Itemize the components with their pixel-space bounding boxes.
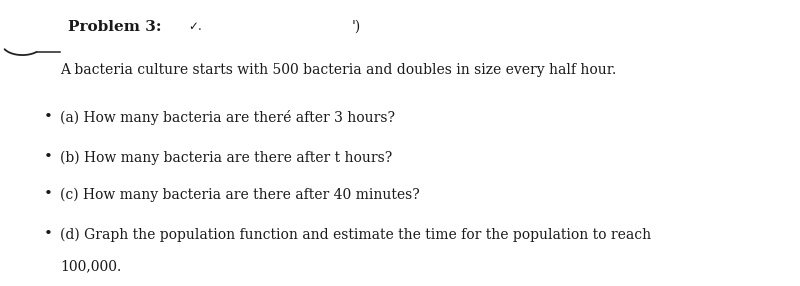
Text: •: • [44, 227, 53, 241]
Text: 100,000.: 100,000. [60, 259, 122, 273]
Text: •: • [44, 150, 53, 164]
Text: •: • [44, 110, 53, 124]
Text: •: • [44, 187, 53, 201]
Text: (d) Graph the population function and estimate the time for the population to re: (d) Graph the population function and es… [60, 227, 651, 242]
Text: $\checkmark$.: $\checkmark$. [188, 20, 202, 33]
Text: (a) How many bacteria are theré after 3 hours?: (a) How many bacteria are theré after 3… [60, 110, 395, 125]
Text: (b) How many bacteria are there after t hours?: (b) How many bacteria are there after t … [60, 150, 392, 164]
Text: (c) How many bacteria are there after 40 minutes?: (c) How many bacteria are there after 40… [60, 187, 420, 202]
Text: '): ') [352, 20, 362, 34]
Text: A bacteria culture starts with 500 bacteria and doubles in size every half hour.: A bacteria culture starts with 500 bacte… [60, 63, 616, 77]
Text: Problem 3:: Problem 3: [68, 20, 166, 34]
